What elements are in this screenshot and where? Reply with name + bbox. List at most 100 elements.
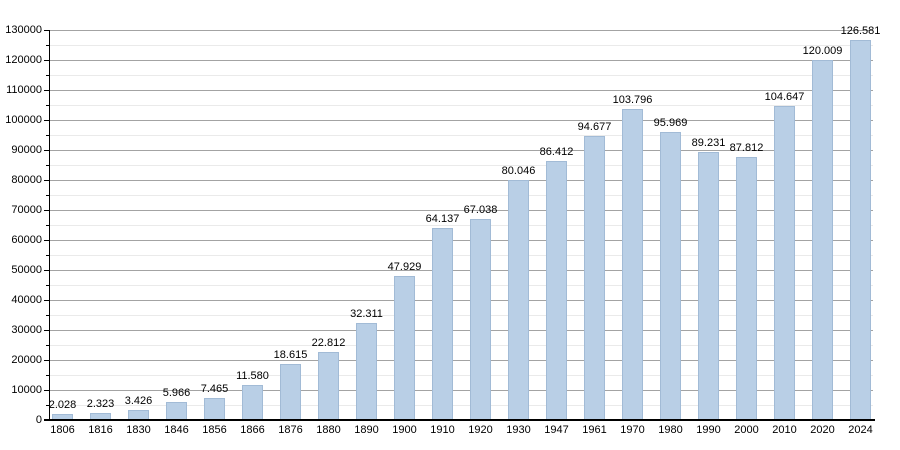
y-axis-major-tick (44, 210, 50, 211)
y-axis-major-tick (44, 390, 50, 391)
y-grid-major (50, 30, 873, 31)
y-axis-major-tick (44, 120, 50, 121)
y-axis-major-tick (44, 150, 50, 151)
bar-value-label: 2.323 (86, 398, 115, 410)
y-axis-tick-label: 90000 (11, 144, 42, 156)
x-axis-tick-label: 2000 (734, 424, 759, 436)
x-axis-tick-label: 1961 (582, 424, 607, 436)
y-grid-major (50, 60, 873, 61)
bar (546, 160, 567, 420)
y-axis-tick-label: 70000 (11, 204, 42, 216)
bar-value-label: 86.412 (539, 145, 574, 158)
bar (850, 40, 871, 420)
y-axis-tick-label: 20000 (11, 354, 42, 366)
bar-value-label: 47.929 (387, 261, 422, 274)
y-axis-minor-tick (46, 255, 50, 256)
bar (698, 152, 719, 420)
y-axis-major-tick (44, 360, 50, 361)
bar (736, 156, 757, 420)
bar (204, 397, 225, 420)
bar-value-label: 64.137 (425, 212, 460, 225)
y-axis-minor-tick (46, 375, 50, 376)
y-axis-major-tick (44, 60, 50, 61)
x-axis-tick-label: 1890 (354, 424, 379, 436)
y-axis-minor-tick (46, 195, 50, 196)
y-axis-tick-label: 80000 (11, 174, 42, 186)
y-grid-major (50, 90, 873, 91)
bar (52, 413, 73, 420)
x-axis-tick-label: 1880 (316, 424, 341, 436)
bar-value-label: 80.046 (501, 164, 536, 177)
y-grid-minor (50, 225, 873, 226)
y-grid-major (50, 360, 873, 361)
bar-value-label: 94.677 (577, 121, 612, 133)
bar-value-label: 18.615 (273, 349, 308, 362)
y-grid-minor (50, 375, 873, 376)
y-axis-minor-tick (46, 105, 50, 106)
bar (774, 106, 795, 420)
x-axis-tick-label: 1980 (658, 424, 683, 436)
y-axis-minor-tick (46, 165, 50, 166)
bar (622, 108, 643, 420)
y-grid-major (50, 330, 873, 331)
y-grid-major (50, 240, 873, 241)
x-axis-tick-label: 1846 (164, 424, 189, 436)
y-axis-tick-label: 120000 (5, 54, 42, 66)
x-axis-tick-label: 2020 (810, 424, 835, 436)
y-axis-major-tick (44, 330, 50, 331)
bar (128, 409, 149, 420)
bar-value-label: 11.580 (236, 370, 269, 383)
x-axis-tick-label: 1816 (88, 424, 113, 436)
y-grid-major (50, 120, 873, 121)
y-axis-minor-tick (46, 135, 50, 136)
y-axis-minor-tick (46, 315, 50, 316)
y-axis-major-tick (44, 300, 50, 301)
bar (166, 402, 187, 420)
y-axis-minor-tick (46, 75, 50, 76)
y-grid-minor (50, 195, 873, 196)
y-grid-major (50, 300, 873, 301)
bar-value-label: 67.038 (463, 203, 498, 216)
y-grid-minor (50, 105, 873, 106)
bar-value-label: 89.231 (691, 137, 726, 150)
bar-value-label: 104.647 (764, 91, 805, 104)
bar (508, 179, 529, 420)
y-axis-tick-label: 30000 (11, 324, 42, 336)
bar-value-label: 3.426 (124, 394, 153, 407)
y-axis-minor-tick (46, 345, 50, 346)
y-axis-tick-label: 110000 (6, 84, 42, 96)
x-axis-tick-label: 1900 (392, 424, 417, 436)
bar-value-label: 126.581 (840, 25, 881, 38)
bar-value-label: 2.028 (48, 398, 77, 411)
bar (318, 351, 339, 420)
y-axis-line (48, 30, 50, 421)
bar (660, 132, 681, 420)
y-grid-minor (50, 165, 873, 166)
x-axis-tick-label: 1990 (696, 424, 721, 436)
x-axis-tick-label: 1866 (240, 424, 265, 436)
x-axis-tick-label: 2024 (848, 424, 873, 436)
x-axis-tick-label: 1806 (50, 424, 75, 436)
bar-value-label: 103.796 (612, 93, 653, 106)
y-grid-major (50, 270, 873, 271)
x-axis-tick-label: 1830 (126, 424, 151, 436)
y-axis-tick-label: 0 (35, 414, 42, 426)
y-grid-minor (50, 285, 873, 286)
y-grid-minor (50, 315, 873, 316)
x-axis-tick-label: 1930 (506, 424, 531, 436)
x-axis-tick-label: 1920 (468, 424, 493, 436)
bar-value-label: 7.465 (200, 382, 229, 395)
y-grid-minor (50, 255, 873, 256)
x-axis-tick-label: 1856 (202, 424, 227, 436)
y-grid-major (50, 180, 873, 181)
bar (584, 136, 605, 420)
y-axis-minor-tick (46, 45, 50, 46)
y-axis-minor-tick (46, 405, 50, 406)
y-grid-minor (50, 45, 873, 46)
y-axis-major-tick (44, 240, 50, 241)
y-grid-major (50, 210, 873, 211)
bar-value-label: 120.009 (802, 45, 843, 57)
x-axis-tick-label: 1947 (544, 424, 569, 436)
bar (90, 413, 111, 420)
